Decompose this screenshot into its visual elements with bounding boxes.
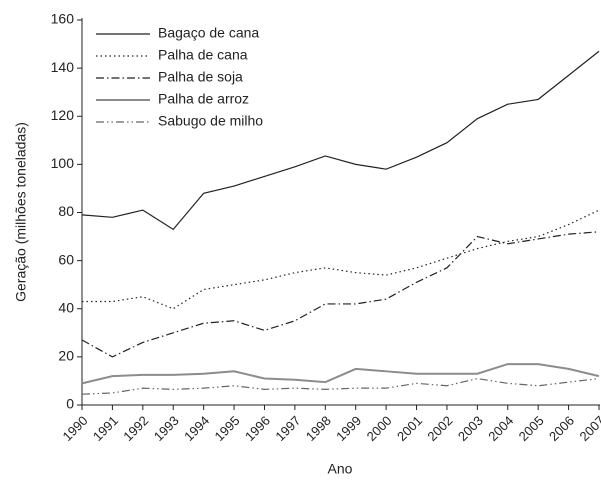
series-line	[81, 377, 600, 395]
x-tick-label: 2001	[394, 413, 425, 444]
x-tick-label: 1997	[272, 413, 303, 444]
series-line	[81, 50, 600, 231]
x-tick-label: 2007	[576, 413, 601, 444]
x-tick-label: 1995	[212, 413, 243, 444]
x-tick-label: 1994	[181, 413, 212, 444]
y-tick-label: 0	[66, 396, 74, 412]
x-tick-label: 2003	[455, 413, 486, 444]
series-line	[81, 231, 600, 358]
x-tick-label: 1993	[151, 413, 182, 444]
y-tick-label: 140	[51, 59, 75, 75]
x-tick-label: 1999	[333, 413, 364, 444]
y-tick-label: 60	[58, 251, 74, 267]
y-tick-label: 40	[58, 299, 74, 315]
x-tick-label: 2000	[364, 413, 395, 444]
series-line	[81, 363, 600, 385]
x-tick-label: 1998	[303, 413, 334, 444]
series-line	[82, 209, 600, 310]
legend-label: Palha de cana	[158, 47, 248, 63]
x-tick-label: 1992	[120, 413, 151, 444]
legend-label: Palha de soja	[158, 69, 243, 85]
y-tick-label: 160	[51, 11, 75, 27]
x-axis-label: Ano	[328, 461, 353, 477]
y-tick-label: 20	[58, 348, 74, 364]
x-tick-label: 1990	[59, 413, 90, 444]
x-tick-label: 2006	[546, 413, 577, 444]
y-tick-label: 120	[51, 107, 75, 123]
x-tick-label: 2004	[485, 413, 516, 444]
x-tick-label: 2005	[516, 413, 547, 444]
legend-label: Bagaço de cana	[158, 25, 259, 41]
y-axis-label: Geração (milhões toneladas)	[13, 122, 29, 302]
legend-label: Sabugo de milho	[158, 113, 263, 129]
y-tick-label: 80	[58, 203, 74, 219]
y-tick-label: 100	[51, 155, 75, 171]
x-tick-label: 2002	[424, 413, 455, 444]
legend-label: Palha de arroz	[158, 91, 249, 107]
x-tick-label: 1991	[90, 413, 121, 444]
x-tick-label: 1996	[242, 413, 273, 444]
